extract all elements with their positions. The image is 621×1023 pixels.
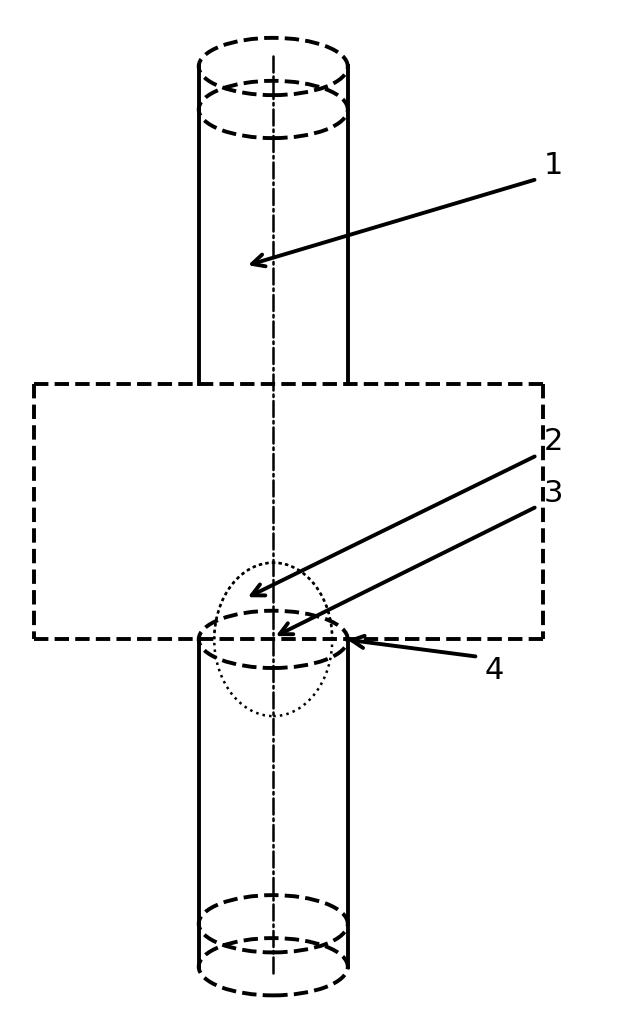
Text: 2: 2 <box>543 428 563 456</box>
Text: 1: 1 <box>543 151 563 180</box>
Text: 3: 3 <box>543 479 563 507</box>
Text: 4: 4 <box>484 656 504 684</box>
